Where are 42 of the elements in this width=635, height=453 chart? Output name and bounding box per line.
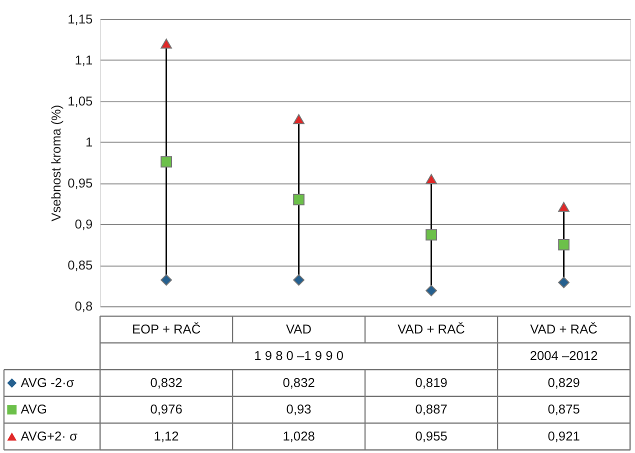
point <box>293 194 304 206</box>
data-label: 1,028 <box>282 428 315 444</box>
point <box>426 174 437 184</box>
y-tick-label: 0,9 <box>74 216 93 232</box>
y-tick-label: 0,85 <box>68 258 93 273</box>
legend-label: AVG -2·σ <box>20 374 74 390</box>
point <box>426 229 437 241</box>
y-tick-label: 1,05 <box>68 94 93 109</box>
data-label: 0,93 <box>286 402 312 417</box>
data-label: 0,955 <box>415 428 448 444</box>
point <box>558 276 570 288</box>
y-tick-label: 1,15 <box>68 11 93 26</box>
data-label: 0,829 <box>548 374 580 390</box>
point <box>558 239 570 250</box>
data-label: 0,976 <box>150 402 182 417</box>
data-label: 1,12 <box>154 428 179 444</box>
y-tick-label: 1,1 <box>74 52 93 68</box>
data-label: 0,832 <box>150 374 182 390</box>
point <box>558 202 570 212</box>
y-tick-label: 0,8 <box>74 298 93 314</box>
point <box>293 274 304 286</box>
legend-label: AVG <box>20 402 48 417</box>
x-tick-label: EOP + RAČ <box>132 321 201 336</box>
x-tick-label: VAD <box>286 321 312 336</box>
x-tick-label: VAD + RAČ <box>530 321 598 336</box>
y-tick-label: 1 <box>85 134 93 150</box>
data-label: 0,832 <box>282 374 315 390</box>
point <box>160 38 172 49</box>
data-label: 0,887 <box>415 402 448 417</box>
data-label: 0,921 <box>548 428 580 444</box>
legend-label: AVG+2· σ <box>20 428 78 444</box>
data-label: 0,875 <box>548 402 580 417</box>
x-tick-label: VAD + RAČ <box>398 321 465 336</box>
point <box>293 114 304 124</box>
text: 2004 –2012 <box>530 348 598 364</box>
point <box>426 284 437 296</box>
y-axis-title: Vsebnost kroma (%) <box>48 104 64 222</box>
text: 1 9 8 0 –1 9 9 0 <box>254 348 344 364</box>
point <box>160 156 172 168</box>
data-label: 0,819 <box>415 374 448 390</box>
y-tick-label: 0,95 <box>68 176 93 191</box>
point <box>160 274 172 286</box>
